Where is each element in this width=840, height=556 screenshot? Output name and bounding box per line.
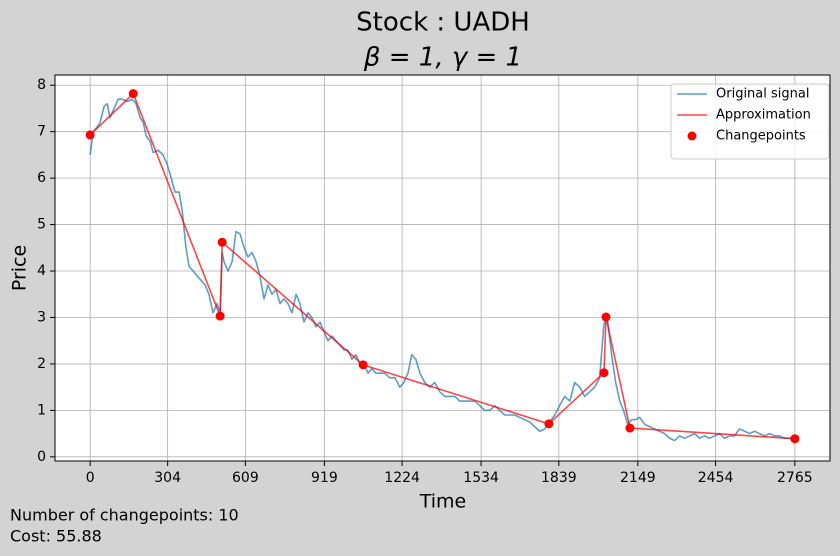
y-tick-label: 3 bbox=[37, 309, 46, 325]
chart-title: Stock : UADH bbox=[356, 8, 530, 38]
y-tick-label: 0 bbox=[37, 449, 46, 465]
y-tick-label: 1 bbox=[37, 402, 46, 418]
plot-frame bbox=[54, 74, 831, 462]
y-tick-label: 5 bbox=[37, 217, 46, 233]
changepoint bbox=[215, 311, 225, 321]
legend-box bbox=[670, 83, 830, 160]
x-tick-label: 1839 bbox=[541, 470, 577, 486]
annotation: Number of changepoints: 10 bbox=[10, 506, 239, 525]
changepoint bbox=[128, 89, 138, 99]
changepoint bbox=[358, 360, 368, 370]
legend-label: Approximation bbox=[716, 108, 811, 123]
legend-label: Original signal bbox=[716, 87, 809, 102]
y-tick-label: 8 bbox=[37, 77, 46, 93]
changepoint bbox=[544, 419, 554, 429]
y-axis-label: Price bbox=[9, 245, 31, 291]
x-tick-label: 304 bbox=[154, 470, 181, 486]
x-tick-label: 609 bbox=[232, 470, 259, 486]
chart-subtitle: β = 1, γ = 1 bbox=[363, 43, 522, 73]
line-series bbox=[89, 92, 795, 440]
x-axis-label: Time bbox=[419, 491, 467, 513]
x-tick-label: 2149 bbox=[620, 470, 656, 486]
annotation: Cost: 55.88 bbox=[10, 527, 102, 546]
changepoint bbox=[601, 312, 611, 322]
changepoint bbox=[217, 237, 227, 247]
changepoint bbox=[85, 130, 95, 140]
x-tick-label: 919 bbox=[311, 470, 338, 486]
x-tick-label: 0 bbox=[86, 470, 95, 486]
x-tick-label: 2454 bbox=[698, 470, 734, 486]
changepoint bbox=[790, 434, 800, 444]
line-series bbox=[89, 98, 795, 442]
changepoint bbox=[599, 368, 609, 378]
x-tick-label: 2765 bbox=[777, 470, 813, 486]
y-tick-label: 4 bbox=[37, 263, 46, 279]
changepoint bbox=[625, 423, 635, 433]
y-tick-label: 6 bbox=[37, 170, 46, 186]
y-tick-label: 2 bbox=[37, 356, 46, 372]
legend: Original signal Approximation Changepoints bbox=[670, 83, 830, 160]
x-tick-label: 1534 bbox=[463, 470, 499, 486]
legend-marker bbox=[687, 131, 697, 141]
y-tick-label: 7 bbox=[37, 124, 46, 140]
legend-label: Changepoints bbox=[716, 129, 806, 144]
x-tick-label: 1224 bbox=[384, 470, 420, 486]
